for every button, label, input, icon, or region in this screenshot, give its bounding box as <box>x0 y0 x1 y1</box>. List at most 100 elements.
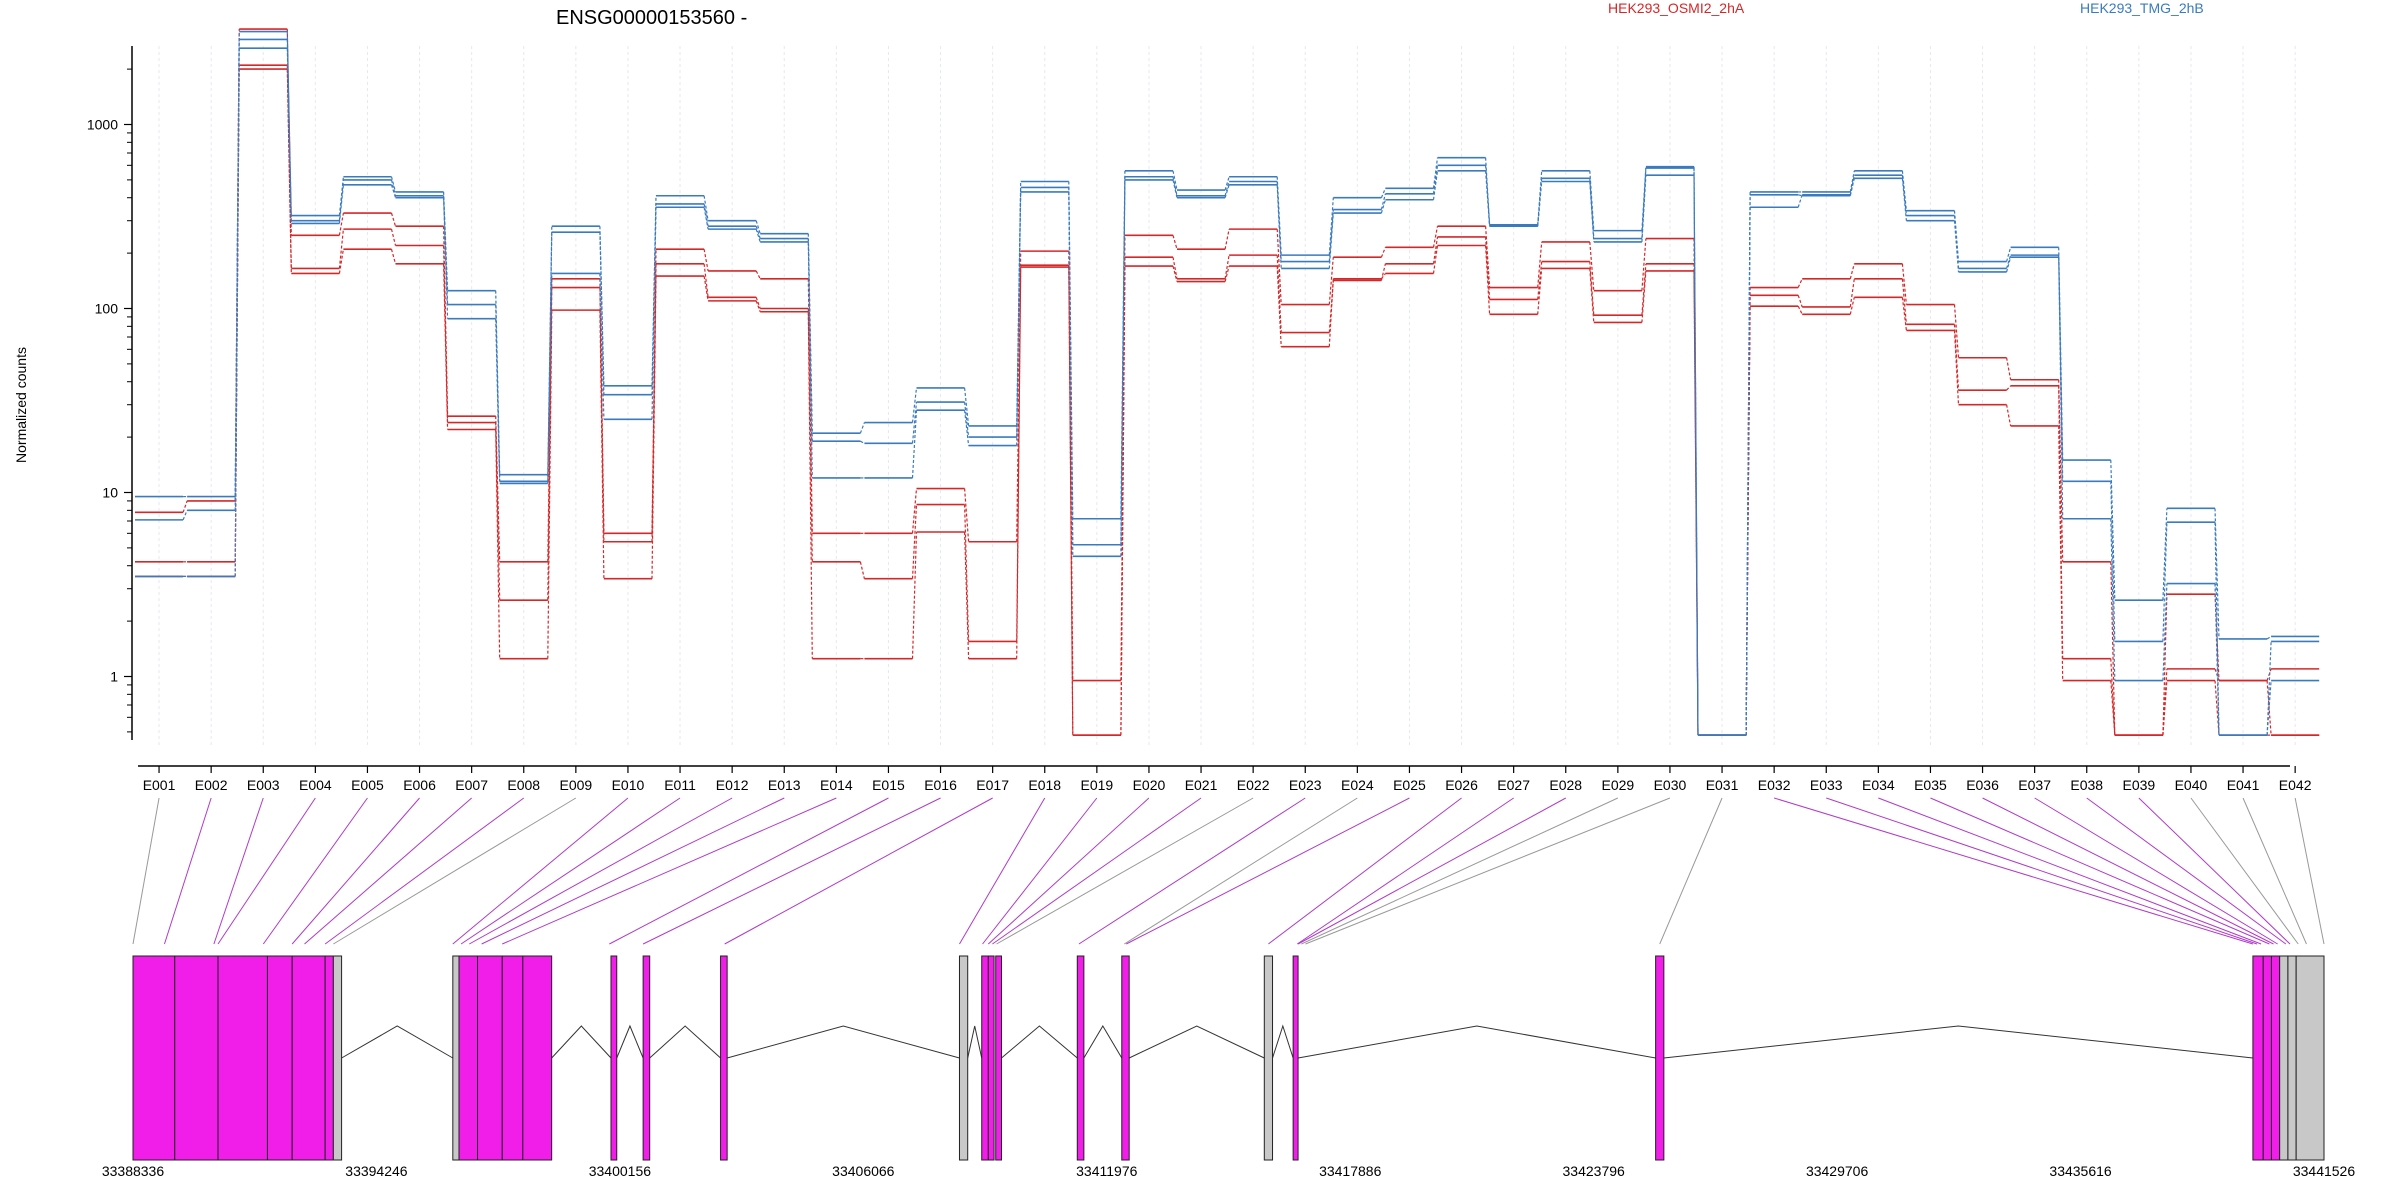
step-connector <box>703 249 709 272</box>
bin-connector <box>502 797 837 945</box>
step-connector <box>703 195 709 221</box>
series-4 <box>135 38 2320 736</box>
step-connector <box>2006 404 2012 427</box>
intron-line <box>616 1024 644 1059</box>
axes <box>131 46 2290 767</box>
x-tick-label: E009 <box>559 777 592 793</box>
x-tick-label: E034 <box>1862 777 1895 793</box>
exon-box <box>2287 955 2297 1161</box>
coordinate-label: 33417886 <box>1319 1163 1382 1179</box>
step-connector <box>703 263 709 298</box>
series-1 <box>135 64 2320 736</box>
step-connector <box>2110 518 2116 681</box>
intron-line <box>341 1025 454 1059</box>
y-tick-label: 1000 <box>87 117 118 133</box>
step-connector <box>495 429 501 659</box>
bin-connector <box>1826 797 2258 945</box>
bin-connector <box>1123 797 1358 945</box>
step-connector <box>2266 680 2272 736</box>
vertical-grid <box>158 46 2296 745</box>
step-connector <box>1120 266 1126 736</box>
step-connector <box>2214 583 2220 736</box>
step-connector <box>1172 257 1178 279</box>
step-connector <box>2110 680 2116 736</box>
step-connector <box>1537 241 1543 288</box>
exon-box <box>610 955 618 1161</box>
step-connector <box>182 510 188 521</box>
x-tick-label: E039 <box>2122 777 2155 793</box>
bin-connector <box>982 797 1098 945</box>
coordinate-label: 33400156 <box>589 1163 652 1179</box>
exon-box <box>452 955 460 1161</box>
step-connector <box>599 273 605 420</box>
step-connector <box>1380 273 1386 280</box>
step-connector <box>2006 254 2012 269</box>
bin-connector <box>1296 797 1514 945</box>
step-connector <box>1276 266 1282 347</box>
x-tick-label: E038 <box>2070 777 2103 793</box>
step-connector <box>2110 460 2116 601</box>
series-2 <box>135 68 2320 736</box>
step-connector <box>1276 229 1282 305</box>
x-tick-label: E007 <box>455 777 488 793</box>
step-connector <box>1849 175 1855 195</box>
step-connector <box>1641 238 1647 291</box>
step-connector <box>1641 270 1647 323</box>
step-connector <box>911 504 918 579</box>
step-connector <box>182 500 188 513</box>
step-connector <box>1328 197 1334 256</box>
intron-line <box>1083 1025 1123 1059</box>
step-connector <box>1797 194 1803 208</box>
intron-line <box>1128 1025 1265 1059</box>
step-connector <box>703 276 709 301</box>
step-connector <box>1380 247 1386 258</box>
bin-connector <box>1078 797 1306 945</box>
step-connector <box>286 48 292 224</box>
step-connector <box>443 263 449 430</box>
step-connector <box>2162 508 2168 601</box>
step-connector <box>286 69 292 274</box>
x-tick-label: E010 <box>612 777 645 793</box>
step-connector <box>1224 176 1230 191</box>
bin-connector <box>1268 797 1462 945</box>
step-connector <box>1016 265 1022 642</box>
y-ticks: 1 10 100 1000 <box>87 68 132 733</box>
step-connector <box>1485 245 1491 315</box>
bin-connector <box>996 797 1254 945</box>
exon-box <box>2262 955 2272 1161</box>
step-connector <box>1068 191 1074 557</box>
step-connector <box>390 212 397 227</box>
x-tick-label: E029 <box>1601 777 1634 793</box>
step-connector <box>651 276 657 579</box>
gene-model <box>132 955 2325 1161</box>
exon-box <box>1076 955 1085 1161</box>
step-connector <box>1224 255 1230 279</box>
step-connector <box>1589 268 1595 323</box>
bin-connector <box>291 797 420 945</box>
step-connector <box>1120 179 1126 557</box>
step-connector <box>547 287 553 601</box>
intron-line <box>1001 1025 1078 1059</box>
x-tick-label: E013 <box>768 777 801 793</box>
exon-box <box>1292 955 1299 1161</box>
step-connector <box>1953 330 1960 405</box>
bin-connector <box>452 797 629 945</box>
step-connector <box>1849 278 1855 308</box>
step-connector <box>703 207 709 230</box>
x-tick-label: E006 <box>403 777 436 793</box>
bin-connector <box>1297 797 1566 945</box>
y-tick-label: 1 <box>110 669 118 685</box>
bin-connector <box>324 797 525 945</box>
coordinate-label: 33411976 <box>1076 1163 1137 1179</box>
step-connector <box>338 229 344 269</box>
x-tick-label: E020 <box>1133 777 1166 793</box>
coordinate-label: 33429706 <box>1806 1163 1869 1179</box>
step-connector <box>1849 263 1855 279</box>
x-tick-label: E032 <box>1758 777 1791 793</box>
step-connector <box>1016 267 1022 659</box>
step-connector <box>2110 658 2116 736</box>
exon-box <box>458 955 479 1161</box>
bin-connector <box>262 797 368 945</box>
exon-box <box>958 955 969 1161</box>
step-connector <box>911 410 918 478</box>
